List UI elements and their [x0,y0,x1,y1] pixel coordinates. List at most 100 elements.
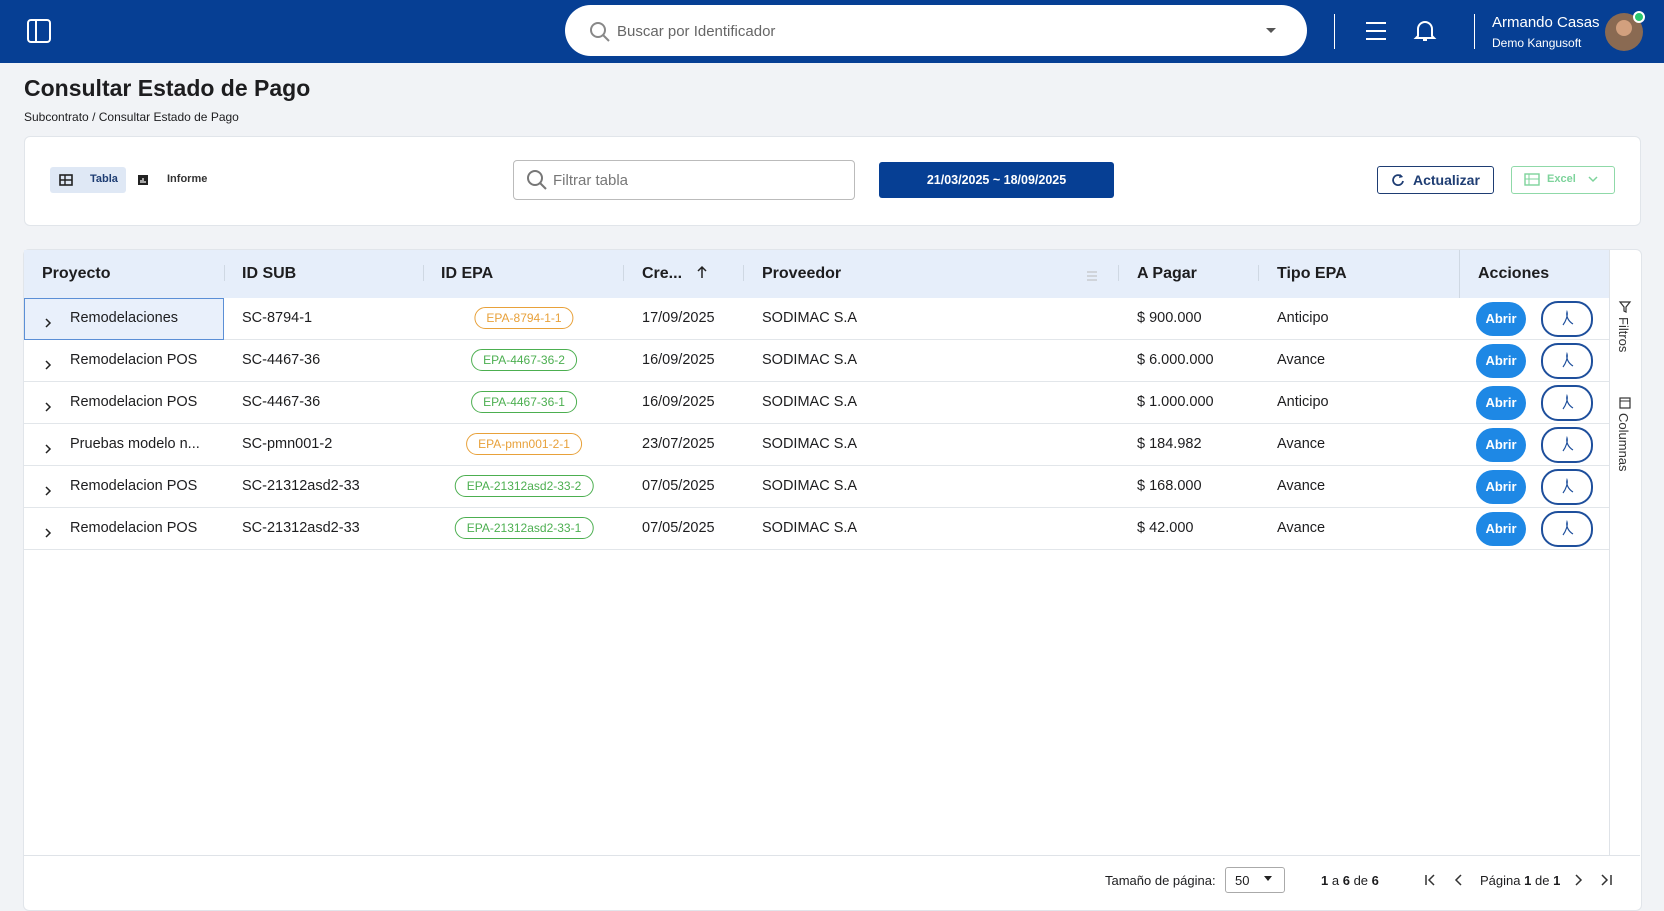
page-total: 1 [1553,873,1561,888]
range-word: de [1353,873,1369,888]
epa-badge: EPA-4467-36-2 [471,349,577,371]
column-header: Cre... [642,265,683,282]
avatar[interactable] [1604,11,1646,53]
filter-icon [1618,301,1632,313]
column-header: Acciones [1478,265,1550,282]
cell: SODIMAC S.A [762,310,858,326]
column-separator [743,265,744,281]
cell: SODIMAC S.A [762,520,858,536]
page-size-value: 50 [1235,873,1250,888]
export-button[interactable] [1511,166,1615,194]
column-header: ID SUB [242,265,297,282]
epa-badge: EPA-4467-36-1 [471,391,577,413]
open-button[interactable]: Abrir [1476,302,1526,336]
global-search[interactable] [565,5,1307,56]
menu-icon[interactable] [1364,20,1388,42]
selected-cell [24,298,224,340]
column-separator [423,265,424,281]
table-row [24,508,1609,550]
cell: $ 184.982 [1137,436,1202,452]
footer-divider [24,855,1640,856]
report-icon [138,175,148,185]
cell: Remodelacion POS [70,520,198,536]
open-button[interactable]: Abrir [1476,470,1526,504]
expand-toggle[interactable] [44,484,52,502]
column-header: ID EPA [441,265,494,282]
cell: $ 6.000.000 [1137,352,1214,368]
cell: SC-4467-36 [242,394,321,410]
cell: Remodelacion POS [70,478,198,494]
sidebar-toggle[interactable] [26,17,54,45]
filter-placeholder: Filtrar tabla [553,172,629,189]
open-button[interactable]: Abrir [1476,428,1526,462]
table-row [24,424,1609,466]
epa-badge: EPA-21312asd2-33-1 [454,517,594,539]
page-indicator: Página 1 de 1 [1480,873,1560,888]
cell: Avance [1277,520,1326,536]
cell: SODIMAC S.A [762,394,858,410]
cell: Remodelaciones [70,310,179,326]
cell: SODIMAC S.A [762,436,858,452]
view-tab[interactable]: Informe [167,173,208,185]
table-header [24,250,1609,299]
export-arrow [1588,176,1598,183]
date-range-button[interactable]: 21/03/2025 ~ 18/09/2025 [879,162,1114,198]
dropdown-arrow[interactable] [1264,26,1278,36]
open-button[interactable]: Abrir [1476,344,1526,378]
side-panel-tab[interactable]: Filtros [1616,317,1631,353]
select-arrow [1264,876,1272,881]
expand-toggle[interactable] [44,316,52,334]
pdf-button[interactable] [1541,385,1593,421]
range-to: 6 [1342,873,1350,888]
cell: Avance [1277,436,1326,452]
page-size-select[interactable] [1225,867,1285,893]
cell: Anticipo [1277,394,1329,410]
expand-toggle[interactable] [44,442,52,460]
cell: SODIMAC S.A [762,478,858,494]
open-button[interactable]: Abrir [1476,512,1526,546]
cell: SC-21312asd2-33 [242,520,360,536]
pdf-button[interactable] [1541,427,1593,463]
refresh-label: Actualizar [1413,172,1480,188]
column-menu[interactable] [1086,268,1098,286]
pdf-button[interactable] [1541,301,1593,337]
refresh-icon [1392,174,1404,186]
expand-toggle[interactable] [44,400,52,418]
table-row [24,298,1609,340]
column-header: Tipo EPA [1277,265,1347,282]
view-tab[interactable]: Tabla [90,173,118,185]
breadcrumb-item: Consultar Estado de Pago [98,110,239,124]
refresh-button[interactable] [1377,166,1494,194]
table-row [24,340,1609,382]
search-placeholder: Buscar por Identificador [617,23,776,40]
page-word: de [1534,873,1550,888]
filter-input[interactable] [513,160,855,200]
cell: SC-pmn001-2 [242,436,333,452]
breadcrumb-item[interactable]: Subcontrato [24,110,89,124]
column-separator [623,265,624,281]
open-button[interactable]: Abrir [1476,386,1526,420]
cell: 23/07/2025 [642,436,715,452]
breadcrumb-separator: / [92,110,96,124]
columns-icon [1619,397,1631,409]
user-company: Demo Kangusoft [1492,36,1582,50]
expand-toggle[interactable] [44,358,52,376]
range-word: a [1331,873,1340,888]
notifications-icon[interactable] [1413,18,1437,44]
side-panel-tab[interactable]: Columnas [1616,413,1631,472]
cell: $ 1.000.000 [1137,394,1214,410]
cell: $ 900.000 [1137,310,1202,326]
pdf-button[interactable] [1541,469,1593,505]
sort-icon [696,265,708,282]
cell: 17/09/2025 [642,310,715,326]
expand-toggle[interactable] [44,526,52,544]
pdf-button[interactable] [1541,511,1593,547]
pager-buttons[interactable] [1424,873,1614,887]
pdf-button[interactable] [1541,343,1593,379]
divider [1334,14,1335,49]
page-word: Página [1480,873,1521,888]
cell: SC-21312asd2-33 [242,478,360,494]
epa-badge: EPA-pmn001-2-1 [466,433,582,455]
excel-icon [1524,173,1540,186]
